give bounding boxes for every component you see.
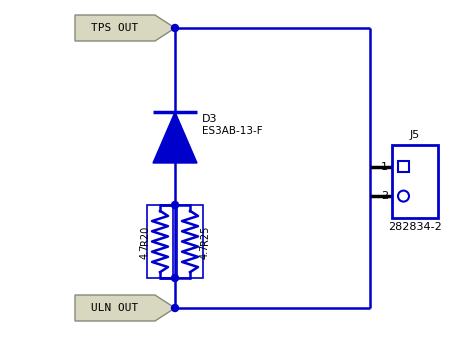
Text: TPS OUT: TPS OUT: [92, 23, 138, 33]
Circle shape: [171, 305, 179, 311]
Text: 4.7: 4.7: [200, 244, 210, 259]
Circle shape: [171, 201, 179, 209]
Polygon shape: [75, 15, 175, 41]
Text: 282834-2: 282834-2: [388, 222, 442, 232]
Bar: [177, 205, 203, 278]
Text: 1: 1: [381, 162, 388, 172]
Polygon shape: [153, 112, 197, 163]
Text: R25: R25: [200, 226, 210, 245]
Bar: [147, 205, 173, 278]
Text: 4.7: 4.7: [140, 244, 150, 259]
Text: D3: D3: [202, 114, 217, 124]
Text: ULN OUT: ULN OUT: [92, 303, 138, 313]
Text: R20: R20: [140, 226, 150, 245]
Text: J5: J5: [410, 130, 420, 140]
Circle shape: [171, 24, 179, 32]
Bar: [392, 145, 438, 218]
Text: ES3AB-13-F: ES3AB-13-F: [202, 126, 262, 136]
Polygon shape: [75, 295, 175, 321]
Bar: [398, 162, 409, 173]
Circle shape: [171, 274, 179, 282]
Text: 2: 2: [381, 191, 388, 201]
